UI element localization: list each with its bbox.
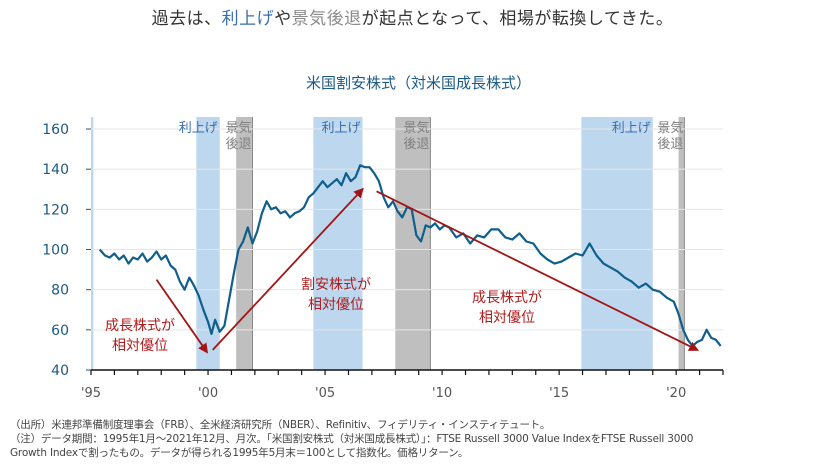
recession-label: 景気 — [403, 120, 429, 136]
x-tick-label: '15 — [549, 386, 569, 401]
headline-part1: 過去は、 — [151, 9, 222, 29]
chart-title: 米国割安株式（対米国成長株式） — [305, 74, 531, 92]
y-tick-label: 80 — [51, 283, 69, 299]
headline-recession: 景気後退 — [291, 9, 362, 29]
rate-hike-band — [91, 117, 94, 370]
recession-label: 後退 — [225, 137, 251, 152]
recession-label: 後退 — [657, 137, 683, 152]
recession-label: 景気 — [225, 120, 251, 136]
recession-band — [678, 117, 685, 370]
recession-label: 後退 — [403, 137, 429, 152]
series-line — [98, 164, 722, 347]
y-tick-label: 120 — [42, 202, 69, 218]
axis-layer: 40 60 80 100 120 140 160 '95 '00 '05 '10 '15 '20 — [42, 122, 724, 401]
x-tick-label: '05 — [315, 386, 335, 401]
grid-layer — [91, 128, 723, 331]
rate-hike-band — [196, 117, 220, 370]
data-note: （注）データ期間：1995年1月～2021年12月、月次。「米国割安株式（対米国… — [10, 433, 694, 445]
trend-arrow — [212, 187, 364, 351]
y-tick-label: 100 — [42, 243, 69, 259]
rate-hike-band — [581, 117, 653, 370]
rate-hike-label: 利上げ — [179, 121, 218, 136]
y-tick-label: 160 — [42, 122, 69, 138]
bands-layer — [91, 117, 685, 370]
y-tick-label: 60 — [51, 323, 69, 339]
data-note-cont: Growth Indexで割ったもの。データが得られる1995年5月末＝100と… — [10, 447, 469, 459]
source-note: （出所）米連邦準備制度理事会（FRB）、全米経済研究所（NBER）、Refini… — [10, 419, 551, 431]
x-tick-label: '95 — [81, 386, 101, 401]
rate-hike-label: 利上げ — [322, 121, 361, 136]
annotation-text: 割安株式が — [301, 276, 371, 293]
headline: 過去は、利上げや景気後退が起点となって、相場が転換してきた。 — [0, 4, 825, 29]
recession-band — [236, 117, 253, 370]
line-layer — [98, 164, 722, 347]
headline-mid: や — [274, 9, 292, 29]
trend-arrow — [155, 279, 209, 354]
annotation-text: 相対優位 — [112, 338, 168, 354]
headline-part2: が起点となって、相場が転換してきた。 — [361, 9, 674, 29]
x-tick-label: '20 — [666, 386, 686, 401]
x-tick-label: '10 — [432, 386, 452, 401]
annotation-text: 相対優位 — [479, 310, 535, 326]
rate-hike-band — [313, 117, 363, 370]
y-tick-label: 40 — [51, 363, 69, 379]
annotation-text: 成長株式が — [105, 318, 175, 334]
annotation-text: 相対優位 — [308, 297, 364, 313]
annotation-text: 成長株式が — [472, 290, 542, 306]
recession-band — [395, 117, 431, 370]
rate-hike-label: 利上げ — [612, 121, 651, 136]
recession-label: 景気 — [657, 120, 683, 136]
x-tick-label: '00 — [198, 386, 218, 401]
headline-rate-hike: 利上げ — [221, 9, 275, 29]
y-tick-label: 140 — [42, 162, 69, 178]
trend-arrow — [376, 190, 700, 351]
